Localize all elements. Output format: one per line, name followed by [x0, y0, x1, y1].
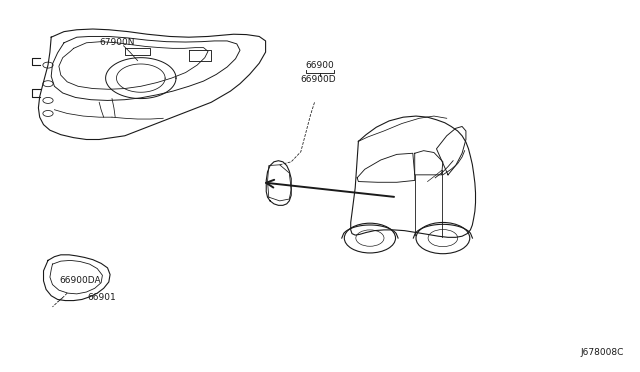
Text: 66901: 66901 [88, 293, 116, 302]
Text: 66900: 66900 [306, 61, 334, 70]
Text: 67900N: 67900N [99, 38, 134, 47]
Text: 66900D: 66900D [300, 76, 336, 84]
Text: J678008C: J678008C [580, 348, 624, 357]
Text: 66900DA: 66900DA [59, 276, 100, 285]
